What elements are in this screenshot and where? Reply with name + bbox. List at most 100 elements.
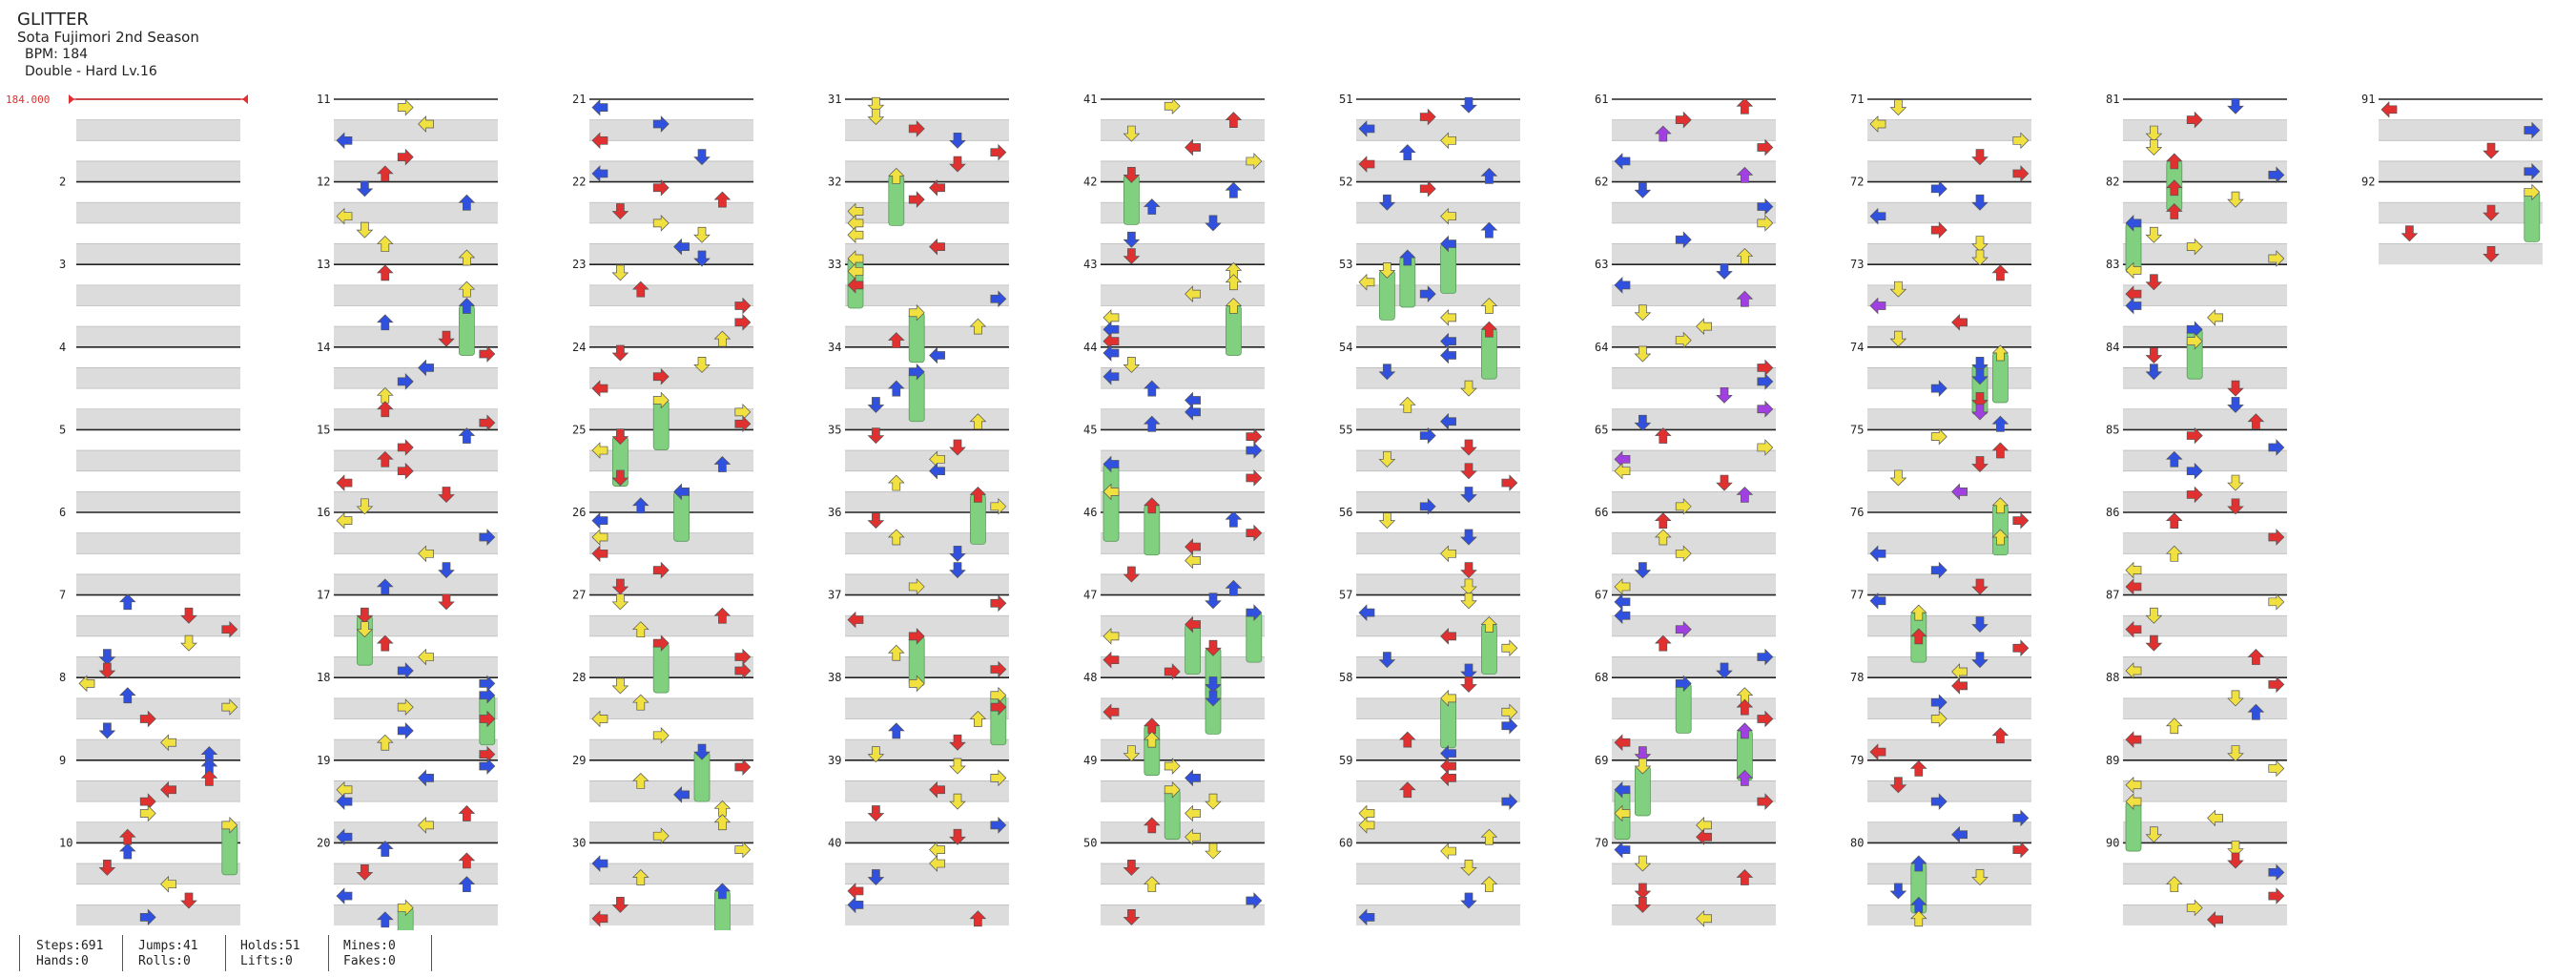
measure-number: 37: [828, 589, 841, 602]
up-arrow-note: [1736, 722, 1754, 739]
measure-stripe: [1612, 408, 1776, 430]
left-arrow-note: [2125, 776, 2142, 794]
measure-stripe: [845, 243, 1009, 265]
measure-number: 77: [1850, 589, 1864, 602]
measure-stripe: [1356, 284, 1520, 306]
down-arrow-note: [1889, 330, 1907, 347]
measure-stripe: [1101, 697, 1265, 719]
stats-panel: Steps:691 Hands:0 Jumps:41 Rolls:0 Holds…: [0, 935, 458, 973]
measure-stripe: [1867, 573, 2031, 595]
right-arrow-note: [908, 578, 925, 595]
measure-stripe: [845, 656, 1009, 678]
left-arrow-note: [591, 442, 608, 459]
up-arrow-note: [969, 910, 987, 927]
down-arrow-note: [611, 578, 629, 595]
measure-stripe: [1101, 615, 1265, 636]
measure-number: 64: [1595, 341, 1608, 354]
measure-stripe: [845, 202, 1009, 223]
up-arrow-note: [376, 734, 394, 751]
measure-stripe: [76, 491, 240, 512]
up-arrow-note: [2247, 703, 2265, 720]
measure-stripe: [334, 697, 498, 719]
up-arrow-note: [1398, 781, 1416, 799]
up-arrow-note: [1909, 855, 1927, 872]
measure-number: 81: [2106, 93, 2119, 106]
right-arrow-note: [397, 899, 414, 917]
measure-stripe: [845, 573, 1009, 595]
left-arrow-note: [929, 346, 945, 364]
right-arrow-note: [2186, 111, 2203, 129]
right-arrow-note: [908, 191, 925, 209]
measure-stripe: [1867, 656, 2031, 678]
measure-stripe: [589, 202, 753, 223]
measure-stripe: [1612, 656, 1776, 678]
measure-stripe: [334, 450, 498, 471]
left-arrow-note: [929, 780, 945, 799]
measure-number: 6: [59, 506, 66, 519]
left-arrow-note: [591, 98, 608, 116]
measure-number: 82: [2106, 176, 2119, 189]
down-arrow-note: [1205, 592, 1222, 610]
measure-stripe: [589, 656, 753, 678]
measure-number: 86: [2106, 506, 2119, 519]
up-arrow-note: [376, 264, 394, 281]
right-arrow-note: [652, 391, 670, 409]
down-arrow-note: [438, 562, 455, 579]
right-arrow-note: [1419, 285, 1436, 302]
up-arrow-note: [376, 578, 394, 595]
song-artist: Sota Fujimori 2nd Season: [17, 29, 199, 46]
up-arrow-note: [1480, 221, 1498, 239]
down-arrow-note: [1123, 125, 1141, 142]
down-arrow-note: [1634, 304, 1652, 322]
down-arrow-note: [867, 96, 885, 114]
left-arrow-note: [336, 474, 353, 491]
left-arrow-note: [929, 238, 945, 256]
down-arrow-note: [693, 226, 711, 243]
measure-number: 83: [2106, 258, 2119, 271]
down-arrow-note: [1123, 357, 1141, 373]
down-arrow-note: [2483, 142, 2500, 159]
measure-number: 63: [1595, 258, 1608, 271]
measure-stripe: [1101, 656, 1265, 678]
left-arrow-note: [336, 207, 353, 225]
measure-stripe: [589, 863, 753, 884]
left-arrow-note: [1185, 804, 1201, 822]
left-arrow-note: [1869, 592, 1886, 610]
right-arrow-note: [1757, 373, 1774, 390]
left-arrow-note: [1440, 690, 1456, 707]
right-arrow-note: [908, 675, 925, 693]
right-arrow-note: [990, 290, 1007, 308]
measure-stripe: [1356, 326, 1520, 347]
right-arrow-note: [2186, 486, 2203, 504]
down-arrow-note: [1971, 578, 1989, 595]
right-arrow-note: [1501, 474, 1518, 491]
measure-number: 13: [317, 258, 330, 271]
left-arrow-note: [1614, 734, 1631, 752]
up-arrow-note: [1991, 264, 2009, 281]
left-arrow-note: [847, 226, 864, 244]
down-arrow-note: [1460, 592, 1477, 610]
measure-stripe: [76, 656, 240, 678]
down-arrow-note: [1889, 281, 1907, 298]
down-arrow-note: [2401, 225, 2419, 242]
right-arrow-note: [990, 660, 1007, 678]
right-arrow-note: [2186, 462, 2203, 480]
down-arrow-note: [867, 427, 885, 445]
measure-stripe: [1612, 780, 1776, 802]
measure-stripe: [1356, 532, 1520, 554]
measure-stripe: [589, 532, 753, 554]
measure-number: 2: [59, 176, 66, 189]
up-arrow-note: [118, 842, 136, 860]
right-arrow-note: [2268, 250, 2285, 267]
right-arrow-note: [1757, 400, 1774, 418]
measure-stripe: [589, 326, 753, 347]
left-arrow-note: [418, 359, 434, 377]
left-arrow-note: [1440, 132, 1456, 150]
measure-stripe: [2123, 450, 2287, 471]
up-arrow-note: [2247, 649, 2265, 665]
down-arrow-note: [180, 892, 197, 909]
left-arrow-note: [1614, 607, 1631, 625]
measure-stripe: [76, 780, 240, 802]
down-arrow-note: [1889, 883, 1907, 900]
measure-number: 26: [572, 506, 586, 519]
